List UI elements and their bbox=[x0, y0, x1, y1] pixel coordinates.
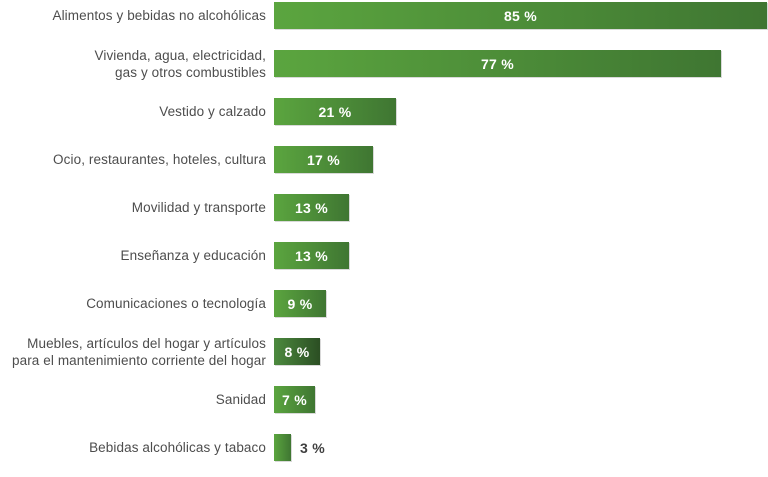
bar: 77 % bbox=[274, 50, 721, 77]
category-label: Enseñanza y educación bbox=[120, 248, 266, 263]
value-label: 3 % bbox=[300, 439, 326, 456]
bar: 17 % bbox=[274, 146, 373, 173]
category-label: Sanidad bbox=[215, 392, 266, 407]
value-label: 8 % bbox=[284, 343, 310, 360]
bar-row: Muebles, artículos del hogar y artículos… bbox=[0, 336, 768, 368]
value-label: 9 % bbox=[287, 295, 313, 312]
bar: 13 % bbox=[274, 242, 349, 269]
value-label: 17 % bbox=[306, 151, 341, 168]
bar: 8 % bbox=[274, 338, 320, 365]
bar-rows: Alimentos y bebidas no alcohólicas 85 % … bbox=[0, 2, 768, 461]
bar-row: Vivienda, agua, electricidad, gas y otro… bbox=[0, 48, 768, 80]
bar: 85 % bbox=[274, 2, 767, 29]
bar: 9 % bbox=[274, 290, 326, 317]
bar-cell: 13 % bbox=[274, 242, 768, 269]
bar-cell: 17 % bbox=[274, 146, 768, 173]
value-label: 77 % bbox=[480, 55, 515, 72]
bar-cell: 8 % bbox=[274, 338, 768, 365]
value-label: 85 % bbox=[503, 7, 538, 24]
value-label: 21 % bbox=[318, 103, 352, 120]
category-label: Vivienda, agua, electricidad, gas y otro… bbox=[94, 47, 266, 80]
bar-row: Ocio, restaurantes, hoteles, cultura 17 … bbox=[0, 146, 768, 173]
bar-cell: 77 % bbox=[274, 50, 768, 77]
bar-cell: 13 % bbox=[274, 194, 768, 221]
category-label: Comunicaciones o tecnología bbox=[86, 296, 266, 311]
bar-row: Movilidad y transporte 13 % bbox=[0, 194, 768, 221]
bar: 7 % bbox=[274, 386, 315, 413]
category-label: Bebidas alcohólicas y tabaco bbox=[89, 440, 266, 455]
bar: 21 % bbox=[274, 98, 396, 125]
bar-cell: 7 % bbox=[274, 386, 768, 413]
bar: 13 % bbox=[274, 194, 349, 221]
category-label: Muebles, artículos del hogar y artículos… bbox=[12, 335, 266, 368]
bar-cell: 21 % bbox=[274, 98, 768, 125]
bar-row: Alimentos y bebidas no alcohólicas 85 % bbox=[0, 2, 768, 29]
category-label: Ocio, restaurantes, hoteles, cultura bbox=[53, 152, 266, 167]
value-label: 13 % bbox=[294, 247, 329, 264]
bar-cell: 85 % bbox=[274, 2, 768, 29]
category-label: Alimentos y bebidas no alcohólicas bbox=[52, 8, 266, 23]
bar-row: Vestido y calzado 21 % bbox=[0, 98, 768, 125]
category-label: Movilidad y transporte bbox=[131, 200, 266, 215]
value-label: 7 % bbox=[281, 391, 308, 408]
category-label: Vestido y calzado bbox=[159, 104, 266, 119]
value-label: 13 % bbox=[294, 199, 329, 216]
bar-cell: 3 % bbox=[274, 434, 768, 461]
bar bbox=[274, 434, 291, 461]
bar-row: Comunicaciones o tecnología 9 % bbox=[0, 290, 768, 317]
bar-row: Enseñanza y educación 13 % bbox=[0, 242, 768, 269]
bar-row: Bebidas alcohólicas y tabaco 3 % bbox=[0, 434, 768, 461]
bar-cell: 9 % bbox=[274, 290, 768, 317]
bar-row: Sanidad 7 % bbox=[0, 386, 768, 413]
